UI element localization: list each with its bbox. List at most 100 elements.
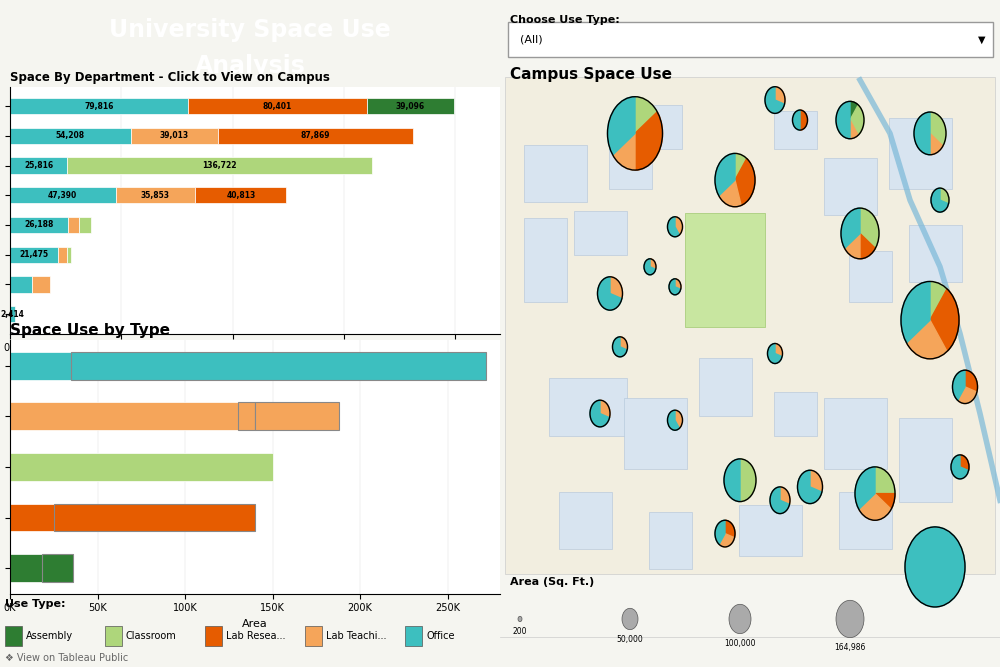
Bar <box>58 247 67 263</box>
Bar <box>10 98 188 114</box>
Polygon shape <box>855 467 875 510</box>
Polygon shape <box>765 87 785 113</box>
Text: (All): (All) <box>520 35 543 44</box>
Bar <box>10 554 42 582</box>
Bar <box>10 247 58 263</box>
Polygon shape <box>650 259 656 269</box>
Polygon shape <box>930 112 946 146</box>
Text: Classroom: Classroom <box>126 631 177 641</box>
Polygon shape <box>800 110 807 130</box>
Polygon shape <box>613 133 635 170</box>
Polygon shape <box>953 370 965 400</box>
FancyBboxPatch shape <box>648 105 682 149</box>
Polygon shape <box>901 281 930 343</box>
Bar <box>238 402 255 430</box>
FancyBboxPatch shape <box>105 626 122 646</box>
Text: ❖ View on Tableau Public: ❖ View on Tableau Public <box>5 654 128 663</box>
Polygon shape <box>836 101 850 139</box>
Text: 39,013: 39,013 <box>160 131 189 140</box>
Circle shape <box>729 604 751 634</box>
Polygon shape <box>875 494 895 510</box>
Bar <box>10 402 238 430</box>
FancyBboxPatch shape <box>848 251 892 302</box>
FancyBboxPatch shape <box>738 505 802 556</box>
Polygon shape <box>610 277 622 299</box>
Polygon shape <box>724 459 740 502</box>
Polygon shape <box>715 520 725 544</box>
Polygon shape <box>635 112 662 170</box>
Bar <box>367 98 454 114</box>
FancyBboxPatch shape <box>648 512 692 569</box>
Polygon shape <box>669 279 681 295</box>
Polygon shape <box>613 337 627 357</box>
Polygon shape <box>600 400 610 418</box>
Polygon shape <box>740 459 756 502</box>
Text: 136,722: 136,722 <box>203 161 237 170</box>
Bar <box>10 187 116 203</box>
Polygon shape <box>725 520 735 538</box>
Text: Lab Teachi...: Lab Teachi... <box>326 631 387 641</box>
Polygon shape <box>635 97 657 133</box>
FancyBboxPatch shape <box>405 626 422 646</box>
Text: Use Type:: Use Type: <box>5 600 66 610</box>
Polygon shape <box>930 289 959 352</box>
FancyBboxPatch shape <box>889 118 952 189</box>
FancyBboxPatch shape <box>305 626 322 646</box>
Text: 100,000: 100,000 <box>724 639 756 648</box>
Polygon shape <box>875 467 895 494</box>
Polygon shape <box>960 455 969 471</box>
Text: 54,208: 54,208 <box>56 131 85 140</box>
FancyBboxPatch shape <box>624 398 686 469</box>
Text: 80,401: 80,401 <box>263 101 292 111</box>
Polygon shape <box>850 120 858 139</box>
Text: 26,188: 26,188 <box>24 221 54 229</box>
Polygon shape <box>644 259 656 275</box>
Text: Assembly: Assembly <box>26 631 73 641</box>
Polygon shape <box>965 370 977 392</box>
Text: Campus Space Use: Campus Space Use <box>510 67 672 81</box>
FancyBboxPatch shape <box>574 211 626 255</box>
X-axis label: Area: Area <box>242 619 268 629</box>
Bar <box>188 98 367 114</box>
Polygon shape <box>775 87 785 104</box>
FancyBboxPatch shape <box>205 626 222 646</box>
Bar <box>42 554 73 582</box>
Bar <box>10 306 15 322</box>
Polygon shape <box>598 277 622 310</box>
Bar <box>10 504 54 532</box>
FancyBboxPatch shape <box>908 225 962 282</box>
Polygon shape <box>810 470 822 492</box>
Bar <box>68 217 79 233</box>
Text: Space Use by Type: Space Use by Type <box>10 323 170 338</box>
FancyBboxPatch shape <box>5 626 22 646</box>
Bar <box>67 157 372 173</box>
Bar <box>10 276 32 293</box>
Bar <box>54 504 255 532</box>
Bar <box>10 217 68 233</box>
Polygon shape <box>930 281 947 320</box>
FancyBboxPatch shape <box>558 492 612 549</box>
Text: Lab Resea...: Lab Resea... <box>226 631 286 641</box>
Polygon shape <box>845 233 860 259</box>
Polygon shape <box>850 105 864 135</box>
Bar <box>195 187 286 203</box>
Text: Space By Department - Click to View on Campus: Space By Department - Click to View on C… <box>10 71 330 84</box>
Text: 25,816: 25,816 <box>24 161 53 170</box>
FancyBboxPatch shape <box>774 111 816 149</box>
FancyBboxPatch shape <box>508 22 992 57</box>
Text: 2,414: 2,414 <box>1 309 25 319</box>
Polygon shape <box>940 188 949 204</box>
Polygon shape <box>850 101 858 120</box>
Polygon shape <box>780 487 790 504</box>
Polygon shape <box>675 217 682 235</box>
FancyBboxPatch shape <box>824 158 876 215</box>
Polygon shape <box>860 208 879 248</box>
Polygon shape <box>620 337 627 350</box>
Polygon shape <box>770 487 790 514</box>
Circle shape <box>836 600 864 638</box>
Bar <box>32 276 50 293</box>
Text: Area (Sq. Ft.): Area (Sq. Ft.) <box>510 577 594 586</box>
Polygon shape <box>958 387 977 404</box>
Polygon shape <box>719 180 741 207</box>
Circle shape <box>622 608 638 630</box>
